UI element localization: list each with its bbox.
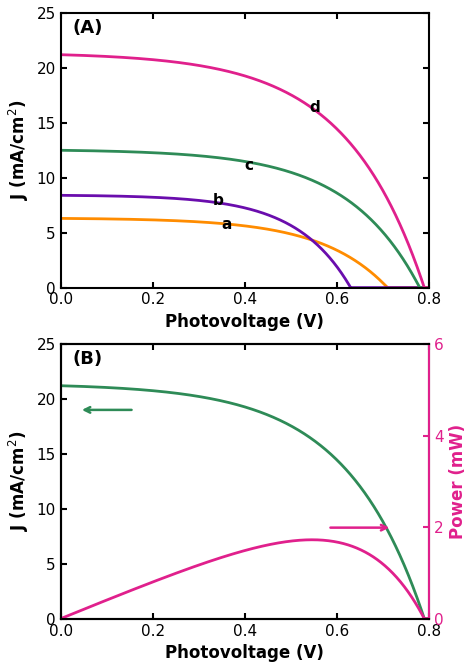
Text: d: d — [309, 100, 320, 115]
Y-axis label: J (mA/cm$^2$): J (mA/cm$^2$) — [7, 432, 31, 531]
Y-axis label: Power (mW): Power (mW) — [449, 423, 467, 539]
Text: (A): (A) — [72, 19, 102, 37]
Text: a: a — [222, 217, 232, 232]
Y-axis label: J (mA/cm$^2$): J (mA/cm$^2$) — [7, 100, 31, 200]
X-axis label: Photovoltage (V): Photovoltage (V) — [165, 313, 324, 331]
Text: c: c — [245, 158, 254, 173]
X-axis label: Photovoltage (V): Photovoltage (V) — [165, 644, 324, 662]
Text: (B): (B) — [72, 350, 102, 368]
Text: b: b — [212, 193, 223, 208]
